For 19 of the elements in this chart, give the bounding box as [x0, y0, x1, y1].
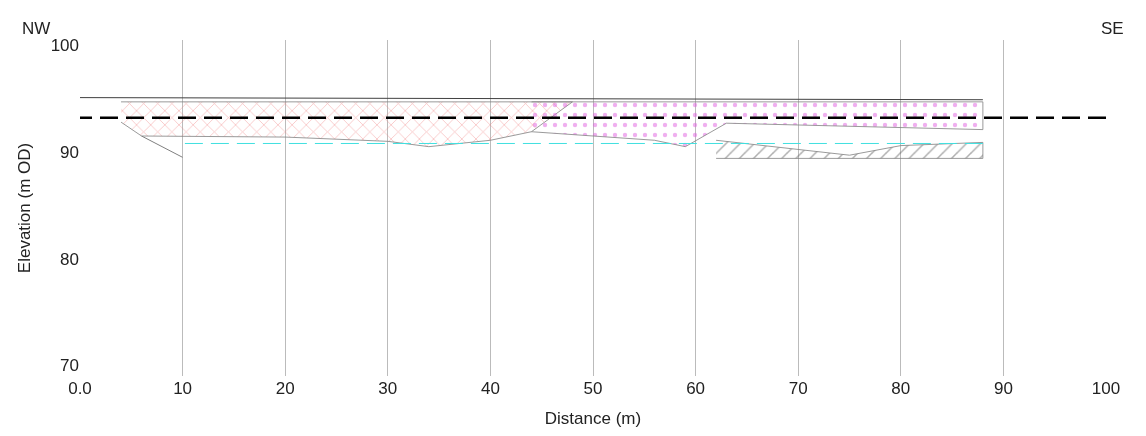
x-axis-title: Distance (m)	[544, 409, 642, 429]
x-tick-label: 30	[378, 379, 398, 398]
x-tick-label: 0.0	[68, 379, 92, 398]
y-tick-label: 80	[60, 249, 79, 269]
x-tick-label: 100	[1091, 379, 1121, 398]
x-tick-label: 60	[686, 379, 706, 398]
x-tick-label: 90	[993, 379, 1013, 398]
x-tick-label: 10	[173, 379, 193, 398]
x-tick-label: 50	[583, 379, 603, 398]
y-tick-label: 90	[60, 142, 79, 162]
x-tick-label: 40	[480, 379, 500, 398]
x-tick-label: 70	[788, 379, 808, 398]
text: NW	[22, 19, 51, 38]
x-tick-label: 80	[891, 379, 911, 398]
y-tick-label: 70	[60, 356, 79, 376]
x-tick-label: 20	[275, 379, 295, 398]
y-axis-title: Elevation (m OD)	[15, 142, 35, 274]
y-tick-label: 100	[50, 36, 79, 56]
text: SE	[1101, 19, 1124, 38]
